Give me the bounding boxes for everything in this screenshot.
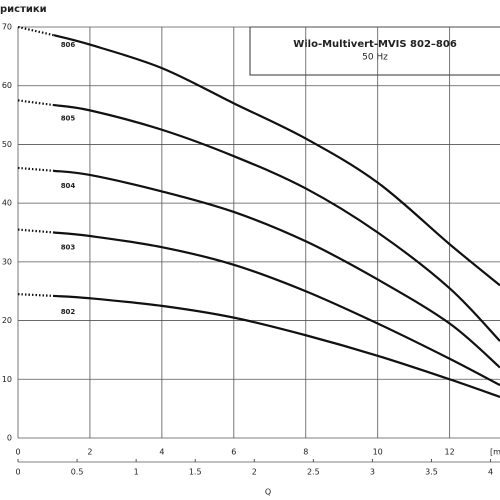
curve (53, 294, 500, 398)
curve-label: 806 (61, 41, 76, 49)
y-tick-label: 60 (2, 81, 12, 90)
curve (53, 169, 500, 369)
curve-dotted (17, 166, 55, 172)
y-tick-label: 10 (2, 375, 12, 384)
y-tick-label: 20 (2, 316, 12, 325)
curve (53, 231, 500, 387)
title-box (249, 26, 500, 76)
y-tick-label: 0 (7, 434, 12, 443)
x-tick-label: 10 (373, 448, 383, 457)
curve (53, 34, 500, 287)
chart-title: Wilo-Multivert-MVIS 802–806 (293, 39, 457, 50)
x-tick-label: 4 (159, 448, 164, 457)
curve-label: 803 (61, 244, 76, 252)
x-tick-label: 0 (15, 448, 20, 457)
curve-label: 805 (61, 114, 76, 122)
x-tick-label: 8 (303, 448, 308, 457)
x2-axis-label: Q (265, 488, 271, 497)
curve (53, 104, 500, 342)
y-tick-label: 30 (2, 257, 12, 266)
x2-tick-label: 2.5 (307, 468, 320, 477)
x2-tick-label: 0 (15, 468, 20, 477)
curve-label: 804 (61, 182, 76, 190)
x-tick-label: 2 (87, 448, 92, 457)
x2-tick-label: 0.5 (71, 468, 84, 477)
x2-tick-label: 3 (370, 468, 375, 477)
y-tick-label: 40 (2, 199, 12, 208)
x2-tick-label: 4 (488, 468, 493, 477)
curve-dotted (17, 293, 55, 298)
curve-label: 802 (61, 308, 76, 316)
x2-tick-label: 3.5 (425, 468, 438, 477)
x2-tick-label: 1 (134, 468, 139, 477)
x2-tick-label: 2 (252, 468, 257, 477)
page-heading: ристики (0, 4, 47, 15)
x-axis-label: [m (490, 448, 500, 457)
x-tick-label: 12 (445, 448, 455, 457)
x-tick-label: 6 (231, 448, 236, 457)
curve-dotted (17, 25, 55, 37)
y-tick-label: 70 (2, 23, 12, 32)
curve-dotted (17, 99, 55, 107)
y-tick-label: 50 (2, 140, 12, 149)
x2-tick-label: 1.5 (189, 468, 202, 477)
curve-dotted (17, 228, 55, 234)
chart-subtitle: 50 Hz (362, 53, 388, 63)
